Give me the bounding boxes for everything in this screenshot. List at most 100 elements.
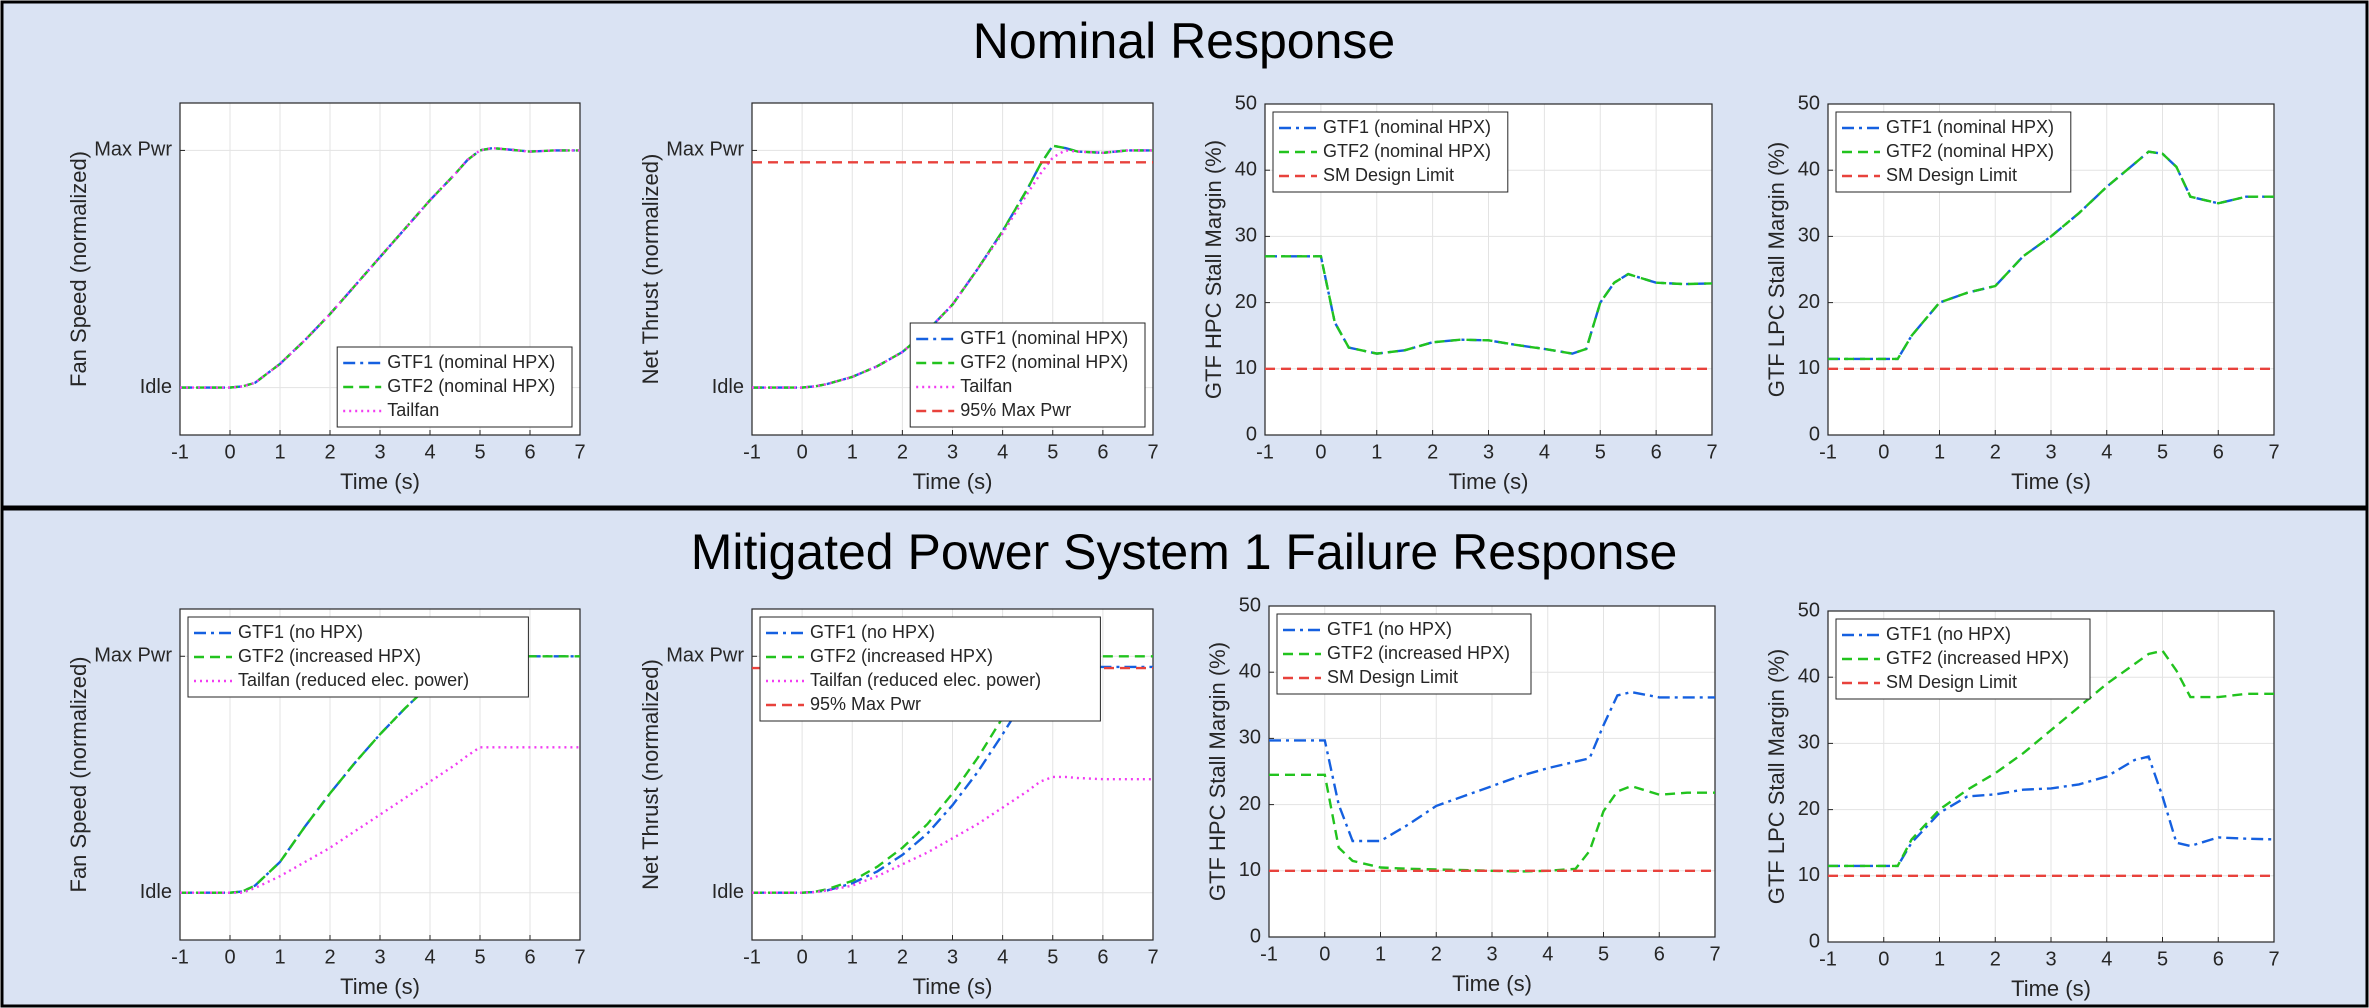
x-tick-label: 2 [1431, 943, 1442, 965]
x-tick-label: 6 [1097, 946, 1108, 968]
x-tick-label: 5 [2157, 441, 2168, 463]
x-tick-label: 2 [324, 441, 335, 463]
x-tick-label: 1 [1934, 441, 1945, 463]
y-tick-label: Idle [712, 376, 744, 398]
x-tick-label: 5 [474, 946, 485, 968]
axes-box [1827, 103, 2275, 436]
legend-label: 95% Max Pwr [960, 400, 1071, 420]
x-tick-label: 1 [847, 441, 858, 463]
legend-label: GTF1 (nominal HPX) [1886, 117, 2054, 137]
x-tick-label: 4 [997, 946, 1008, 968]
series-line [1828, 755, 2274, 868]
y-tick-label: 10 [1798, 864, 1820, 886]
x-axis-label: Time (s) [2011, 976, 2091, 1001]
y-tick-label: 0 [1246, 423, 1257, 445]
y-tick-label: 0 [1250, 925, 1261, 947]
x-tick-label: 3 [374, 441, 385, 463]
legend-label: GTF1 (no HPX) [238, 622, 363, 642]
x-tick-label: 4 [997, 441, 1008, 463]
x-tick-label: 3 [2045, 441, 2056, 463]
y-tick-label: Max Pwr [94, 139, 172, 161]
x-tick-label: 1 [274, 946, 285, 968]
x-tick-label: -1 [171, 946, 189, 968]
y-axis-label: Net Thrust (normalized) [638, 154, 663, 385]
x-tick-label: 1 [1371, 441, 1382, 463]
legend-label: GTF2 (increased HPX) [1327, 643, 1510, 663]
x-tick-label: 1 [1375, 943, 1386, 965]
legend-box [759, 616, 1101, 722]
legend-label: Tailfan (reduced elec. power) [238, 670, 469, 690]
y-tick-label: 20 [1798, 291, 1820, 313]
x-axis-label: Time (s) [1449, 469, 1529, 494]
panel-title: Nominal Response [973, 13, 1395, 69]
x-axis-label: Time (s) [1452, 971, 1532, 996]
x-tick-label: 6 [1654, 943, 1665, 965]
y-tick-label: 40 [1235, 158, 1257, 180]
legend-label: GTF1 (no HPX) [1327, 619, 1452, 639]
x-tick-label: 6 [1097, 441, 1108, 463]
x-tick-label: 7 [1706, 441, 1717, 463]
x-tick-label: 3 [947, 441, 958, 463]
legend-label: GTF1 (nominal HPX) [1323, 117, 1491, 137]
y-axis-label: GTF LPC Stall Margin (%) [1764, 649, 1789, 905]
x-tick-label: 3 [1483, 441, 1494, 463]
legend-label: GTF2 (increased HPX) [810, 646, 993, 666]
x-axis-label: Time (s) [340, 974, 420, 999]
legend-label: SM Design Limit [1886, 165, 2017, 185]
x-tick-label: 0 [224, 441, 235, 463]
y-tick-label: 20 [1235, 291, 1257, 313]
series-line [180, 746, 580, 894]
x-tick-label: 2 [1427, 441, 1438, 463]
x-axis-label: Time (s) [913, 469, 993, 494]
y-tick-label: 40 [1239, 660, 1261, 682]
axes-box [751, 608, 1154, 941]
series-line [1828, 649, 2274, 868]
x-tick-label: 6 [524, 946, 535, 968]
y-tick-label: Idle [712, 881, 744, 903]
x-tick-label: 7 [1147, 946, 1158, 968]
x-tick-label: 0 [1319, 943, 1330, 965]
axes-box [179, 102, 581, 436]
legend-label: GTF1 (nominal HPX) [960, 328, 1128, 348]
legend-label: GTF2 (nominal HPX) [960, 352, 1128, 372]
x-tick-label: 6 [2213, 948, 2224, 970]
x-tick-label: 7 [1709, 943, 1720, 965]
legend-label: 95% Max Pwr [810, 694, 921, 714]
x-tick-label: 4 [424, 441, 435, 463]
axes-box [1268, 605, 1716, 938]
x-tick-label: 0 [1878, 441, 1889, 463]
x-tick-label: 5 [1598, 943, 1609, 965]
x-tick-label: 3 [2045, 948, 2056, 970]
series-line [1269, 690, 1715, 843]
x-tick-label: 3 [947, 946, 958, 968]
legend-box [909, 322, 1146, 428]
axes-box [751, 102, 1154, 436]
x-axis-label: Time (s) [2011, 469, 2091, 494]
y-axis-label: GTF LPC Stall Margin (%) [1764, 142, 1789, 398]
x-tick-label: 3 [1486, 943, 1497, 965]
y-tick-label: Idle [140, 881, 172, 903]
x-tick-label: 7 [1147, 441, 1158, 463]
legend-label: GTF1 (no HPX) [810, 622, 935, 642]
x-tick-label: 2 [1990, 441, 2001, 463]
x-tick-label: -1 [743, 441, 761, 463]
legend-label: Tailfan (reduced elec. power) [810, 670, 1041, 690]
legend-label: SM Design Limit [1327, 667, 1458, 687]
y-tick-label: 30 [1798, 225, 1820, 247]
legend-label: GTF2 (nominal HPX) [1323, 141, 1491, 161]
x-tick-label: 4 [2101, 948, 2112, 970]
x-tick-label: 4 [424, 946, 435, 968]
axes-box [179, 608, 581, 941]
y-tick-label: 50 [1798, 92, 1820, 114]
series-line [752, 149, 1153, 389]
panel-title: Mitigated Power System 1 Failure Respons… [691, 524, 1678, 580]
x-tick-label: 7 [2268, 948, 2279, 970]
legend-label: GTF2 (increased HPX) [238, 646, 421, 666]
x-axis-label: Time (s) [340, 469, 420, 494]
y-tick-label: Max Pwr [666, 139, 744, 161]
x-tick-label: 7 [574, 441, 585, 463]
x-tick-label: 2 [897, 441, 908, 463]
x-tick-label: -1 [1819, 948, 1837, 970]
series-line [752, 144, 1153, 389]
y-tick-label: 30 [1235, 225, 1257, 247]
